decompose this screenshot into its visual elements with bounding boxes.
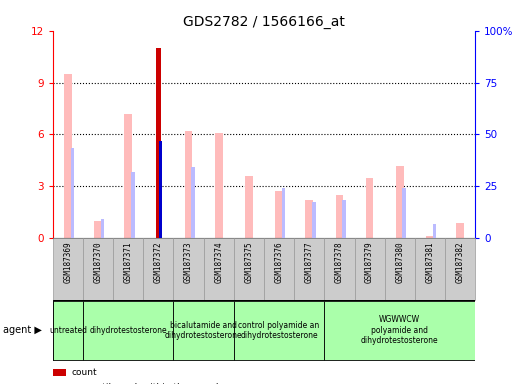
Bar bbox=[456, 223, 464, 238]
Bar bbox=[53, 301, 83, 360]
Text: GSM187377: GSM187377 bbox=[305, 241, 314, 283]
Bar bbox=[264, 238, 294, 300]
Bar bbox=[53, 238, 83, 300]
Bar bbox=[354, 238, 385, 300]
Bar bbox=[234, 238, 264, 300]
Bar bbox=[366, 177, 373, 238]
Bar bbox=[156, 48, 161, 238]
Bar bbox=[385, 238, 415, 300]
Text: GSM187371: GSM187371 bbox=[124, 241, 133, 283]
Text: bicalutamide and
dihydrotestosterone: bicalutamide and dihydrotestosterone bbox=[165, 321, 242, 340]
Text: percentile rank within the sample: percentile rank within the sample bbox=[71, 383, 224, 384]
Bar bbox=[131, 172, 135, 238]
Text: GSM187373: GSM187373 bbox=[184, 241, 193, 283]
Text: GDS2782 / 1566166_at: GDS2782 / 1566166_at bbox=[183, 15, 345, 29]
Text: WGWWCW
polyamide and
dihydrotestosterone: WGWWCW polyamide and dihydrotestosterone bbox=[361, 315, 439, 345]
Text: count: count bbox=[71, 368, 97, 377]
Text: GSM187382: GSM187382 bbox=[456, 241, 465, 283]
Bar bbox=[215, 132, 222, 238]
Bar bbox=[185, 131, 192, 238]
Bar bbox=[282, 188, 286, 238]
Text: untreated: untreated bbox=[49, 326, 87, 335]
Text: GSM187376: GSM187376 bbox=[275, 241, 284, 283]
Bar bbox=[64, 74, 72, 238]
Bar bbox=[432, 224, 436, 238]
Bar bbox=[234, 301, 324, 360]
Bar bbox=[402, 188, 406, 238]
Bar bbox=[191, 167, 195, 238]
Text: control polyamide an
dihydrotestosterone: control polyamide an dihydrotestosterone bbox=[239, 321, 320, 340]
Text: GSM187372: GSM187372 bbox=[154, 241, 163, 283]
Bar bbox=[143, 238, 174, 300]
Bar bbox=[396, 166, 403, 238]
Bar bbox=[83, 238, 113, 300]
Text: GSM187381: GSM187381 bbox=[426, 241, 435, 283]
Text: GSM187374: GSM187374 bbox=[214, 241, 223, 283]
Text: GSM187380: GSM187380 bbox=[395, 241, 404, 283]
Bar bbox=[336, 195, 343, 238]
Bar bbox=[245, 176, 253, 238]
Bar bbox=[445, 238, 475, 300]
Text: GSM187375: GSM187375 bbox=[244, 241, 253, 283]
Bar bbox=[174, 238, 204, 300]
Bar bbox=[204, 238, 234, 300]
Bar bbox=[324, 301, 475, 360]
Text: GSM187369: GSM187369 bbox=[63, 241, 72, 283]
Bar bbox=[306, 200, 313, 238]
Bar bbox=[342, 200, 346, 238]
Bar bbox=[294, 238, 324, 300]
Bar bbox=[415, 238, 445, 300]
Bar bbox=[125, 114, 132, 238]
Text: GSM187379: GSM187379 bbox=[365, 241, 374, 283]
Bar bbox=[174, 301, 234, 360]
Bar bbox=[101, 219, 105, 238]
Bar bbox=[324, 238, 354, 300]
Bar bbox=[312, 202, 316, 238]
Bar bbox=[71, 148, 74, 238]
Bar bbox=[83, 301, 174, 360]
Bar bbox=[426, 236, 433, 238]
Bar bbox=[159, 141, 163, 238]
Text: agent ▶: agent ▶ bbox=[3, 325, 42, 335]
Bar bbox=[275, 191, 283, 238]
Bar bbox=[95, 221, 102, 238]
Text: dihydrotestosterone: dihydrotestosterone bbox=[89, 326, 167, 335]
Text: GSM187378: GSM187378 bbox=[335, 241, 344, 283]
Text: GSM187370: GSM187370 bbox=[93, 241, 102, 283]
Bar bbox=[113, 238, 143, 300]
